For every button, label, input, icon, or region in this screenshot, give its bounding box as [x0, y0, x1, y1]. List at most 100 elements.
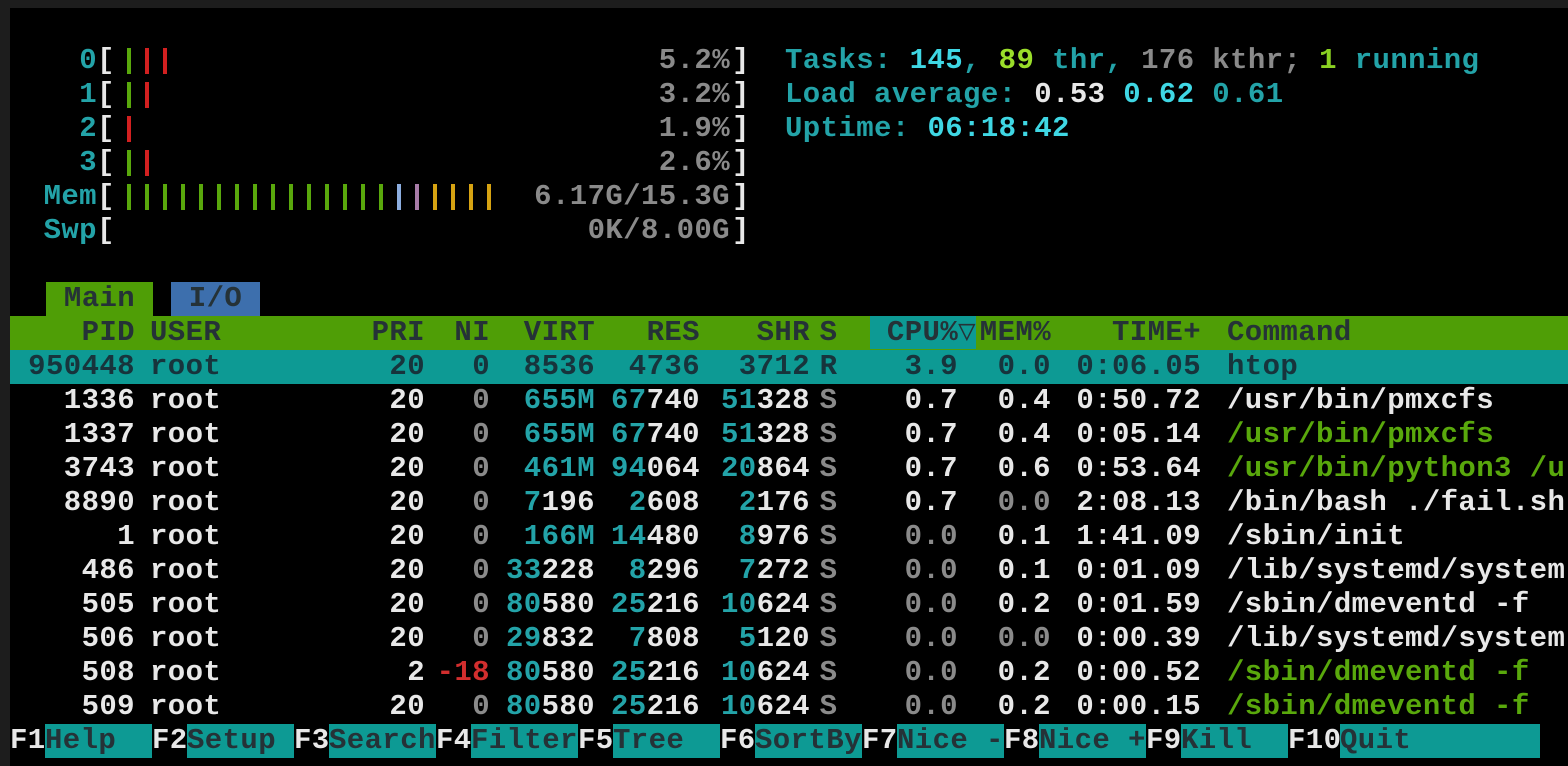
cell-s: S — [819, 418, 838, 451]
fnkey-f4-filter[interactable]: F4 Filter — [436, 724, 578, 758]
meter-bar — [145, 48, 149, 74]
cell-time: 0:01.59 — [1076, 588, 1201, 621]
meter-close-bracket: ] — [732, 146, 750, 179]
column-header-res[interactable]: RES — [595, 316, 700, 350]
cell-shr: 10624 — [720, 690, 810, 723]
column-label: PID — [81, 316, 135, 349]
cell-res: 25216 — [610, 690, 700, 723]
cell-res: 67740 — [610, 418, 700, 451]
tab-io[interactable]: I/O — [171, 282, 260, 316]
process-row-486[interactable]: 486 root 20 0 33228 8296 7272 S 0.0 0.1 0:01.09/li… — [10, 554, 1568, 588]
meter-bar — [271, 184, 275, 210]
cell-user: root — [150, 384, 222, 417]
meter-bar — [163, 48, 167, 74]
cell-shr: 7272 — [738, 554, 810, 587]
process-row-1336[interactable]: 1336 root 20 0 655M 67740 51328 S 0.7 0.4 0:50.72 /… — [10, 384, 1568, 418]
column-label: MEM% — [979, 316, 1051, 349]
process-row-8890[interactable]: 8890 root 20 0 7196 2608 2176 S 0.7 0.0 2:08.13/bi… — [10, 486, 1568, 520]
cell-shr: 10624 — [720, 656, 810, 689]
cell-pri: 20 — [389, 554, 425, 587]
cell-pid: 1337 — [63, 418, 135, 451]
meter-open-bracket: [ — [97, 112, 115, 145]
column-label: TIME+ — [1111, 316, 1201, 349]
cell-user: root — [150, 418, 222, 451]
cell-time: 0:00.15 — [1076, 690, 1201, 723]
cell-user: root — [150, 350, 222, 383]
cell-cpu: 3.9 — [904, 350, 958, 383]
cell-cmd: /sbin/dmeventd -f — [1227, 656, 1530, 689]
cell-pid: 486 — [81, 554, 135, 587]
column-header-cpu[interactable]: CPU%▽ — [847, 316, 976, 350]
column-label: NI — [454, 316, 490, 349]
process-row-3743[interactable]: 3743 root 20 0 461M 94064 20864 S 0.7 0.6 0:53.64 /… — [10, 452, 1568, 486]
fn-action-label: Kill — [1181, 724, 1288, 758]
meter-bar — [397, 184, 401, 210]
tasks-line: Tasks: 145, 89 thr, 176 kthr; 1 running — [785, 44, 1480, 77]
fnkey-f1-help[interactable]: F1 Help — [10, 724, 152, 758]
cell-ni: 0 — [472, 350, 490, 383]
column-header-mem[interactable]: MEM% — [976, 316, 1051, 350]
column-header-virt[interactable]: VIRT — [490, 316, 595, 350]
cell-pid: 1 — [117, 520, 135, 553]
fnkey-f6-sortby[interactable]: F6 SortBy — [720, 724, 862, 758]
column-header-pid[interactable]: PID — [10, 316, 135, 350]
cell-cmd: /bin/bash ./fail.sh — [1227, 486, 1566, 519]
cpu-2-meter-label: 2 — [79, 112, 97, 145]
process-row-508[interactable]: 508 root 2 -18 80580 25216 10624 S 0.0 0.2 0:00.52… — [10, 656, 1568, 690]
meter-open-bracket: [ — [97, 146, 115, 179]
column-header-ni[interactable]: NI — [425, 316, 490, 350]
cell-cpu: 0.0 — [904, 588, 958, 621]
cell-mem: 0.1 — [997, 520, 1051, 553]
cell-mem: 0.0 — [997, 486, 1051, 519]
memory-meter: Mem[6.17G/15.3G] — [10, 180, 1568, 214]
cell-pri: 20 — [389, 452, 425, 485]
cell-shr: 51328 — [720, 384, 810, 417]
fnkey-f2-setup[interactable]: F2 Setup — [152, 724, 294, 758]
cell-mem: 0.4 — [997, 384, 1051, 417]
cell-s: S — [819, 622, 838, 655]
fn-action-label: Quit — [1340, 724, 1540, 758]
column-header-shr[interactable]: SHR — [700, 316, 810, 350]
meter-bar — [127, 116, 131, 142]
column-label: Command — [1227, 316, 1352, 349]
fnkey-f7-nice[interactable]: F7 Nice - — [862, 724, 1004, 758]
meter-bar — [235, 184, 239, 210]
fnkey-f5-tree[interactable]: F5 Tree — [578, 724, 720, 758]
cell-mem: 0.2 — [997, 690, 1051, 723]
column-header-pri[interactable]: PRI — [318, 316, 425, 350]
cell-virt: 655M — [523, 384, 595, 417]
fnkey-f3-search[interactable]: F3 Search — [294, 724, 436, 758]
cell-time: 0:05.14 — [1076, 418, 1201, 451]
meter-open-bracket: [ — [97, 78, 115, 111]
fnkey-f10-quit[interactable]: F10 Quit — [1288, 724, 1540, 758]
fnkey-f9-kill[interactable]: F9 Kill — [1146, 724, 1288, 758]
cell-user: root — [150, 622, 222, 655]
cell-time: 0:50.72 — [1076, 384, 1201, 417]
cell-res: 25216 — [610, 588, 700, 621]
process-row-505[interactable]: 505 root 20 0 80580 25216 10624 S 0.0 0.2 0:01.59 /… — [10, 588, 1568, 622]
cell-virt: 166M — [523, 520, 595, 553]
process-row-1[interactable]: 1 root 20 0 166M 14480 8976 S 0.0 0.1 1:41.09/sbin… — [10, 520, 1568, 554]
process-row-509[interactable]: 509 root 20 0 80580 25216 10624 S 0.0 0.2 0:00.15 /… — [10, 690, 1568, 724]
process-row-1337[interactable]: 1337 root 20 0 655M 67740 51328 S 0.7 0.4 0:05.14 /… — [10, 418, 1568, 452]
column-header-command[interactable]: Command — [1201, 316, 1568, 350]
meter-bar — [127, 82, 131, 108]
meter-bar — [433, 184, 437, 210]
cell-virt: 29832 — [505, 622, 595, 655]
meter-bar — [487, 184, 491, 210]
column-header-user[interactable]: USER — [135, 316, 318, 350]
process-row-950448[interactable]: 950448 root 20 0 8536 4736 3712 R 3.9 0.0 0:06.05 h… — [10, 350, 1568, 384]
meter-open-bracket: [ — [97, 180, 115, 213]
column-header-s[interactable]: S — [810, 316, 847, 350]
meter-bar — [361, 184, 365, 210]
cell-pid: 505 — [81, 588, 135, 621]
cell-shr: 20864 — [720, 452, 810, 485]
cell-res: 2608 — [628, 486, 700, 519]
process-row-506[interactable]: 506 root 20 0 29832 7808 5120 S 0.0 0.0 0:00.39/li… — [10, 622, 1568, 656]
column-header-time[interactable]: TIME+ — [1051, 316, 1201, 350]
cell-user: root — [150, 486, 222, 519]
cell-user: root — [150, 588, 222, 621]
tab-main[interactable]: Main — [46, 282, 153, 316]
fnkey-f8-nice[interactable]: F8 Nice + — [1004, 724, 1146, 758]
cell-pid: 8890 — [63, 486, 135, 519]
